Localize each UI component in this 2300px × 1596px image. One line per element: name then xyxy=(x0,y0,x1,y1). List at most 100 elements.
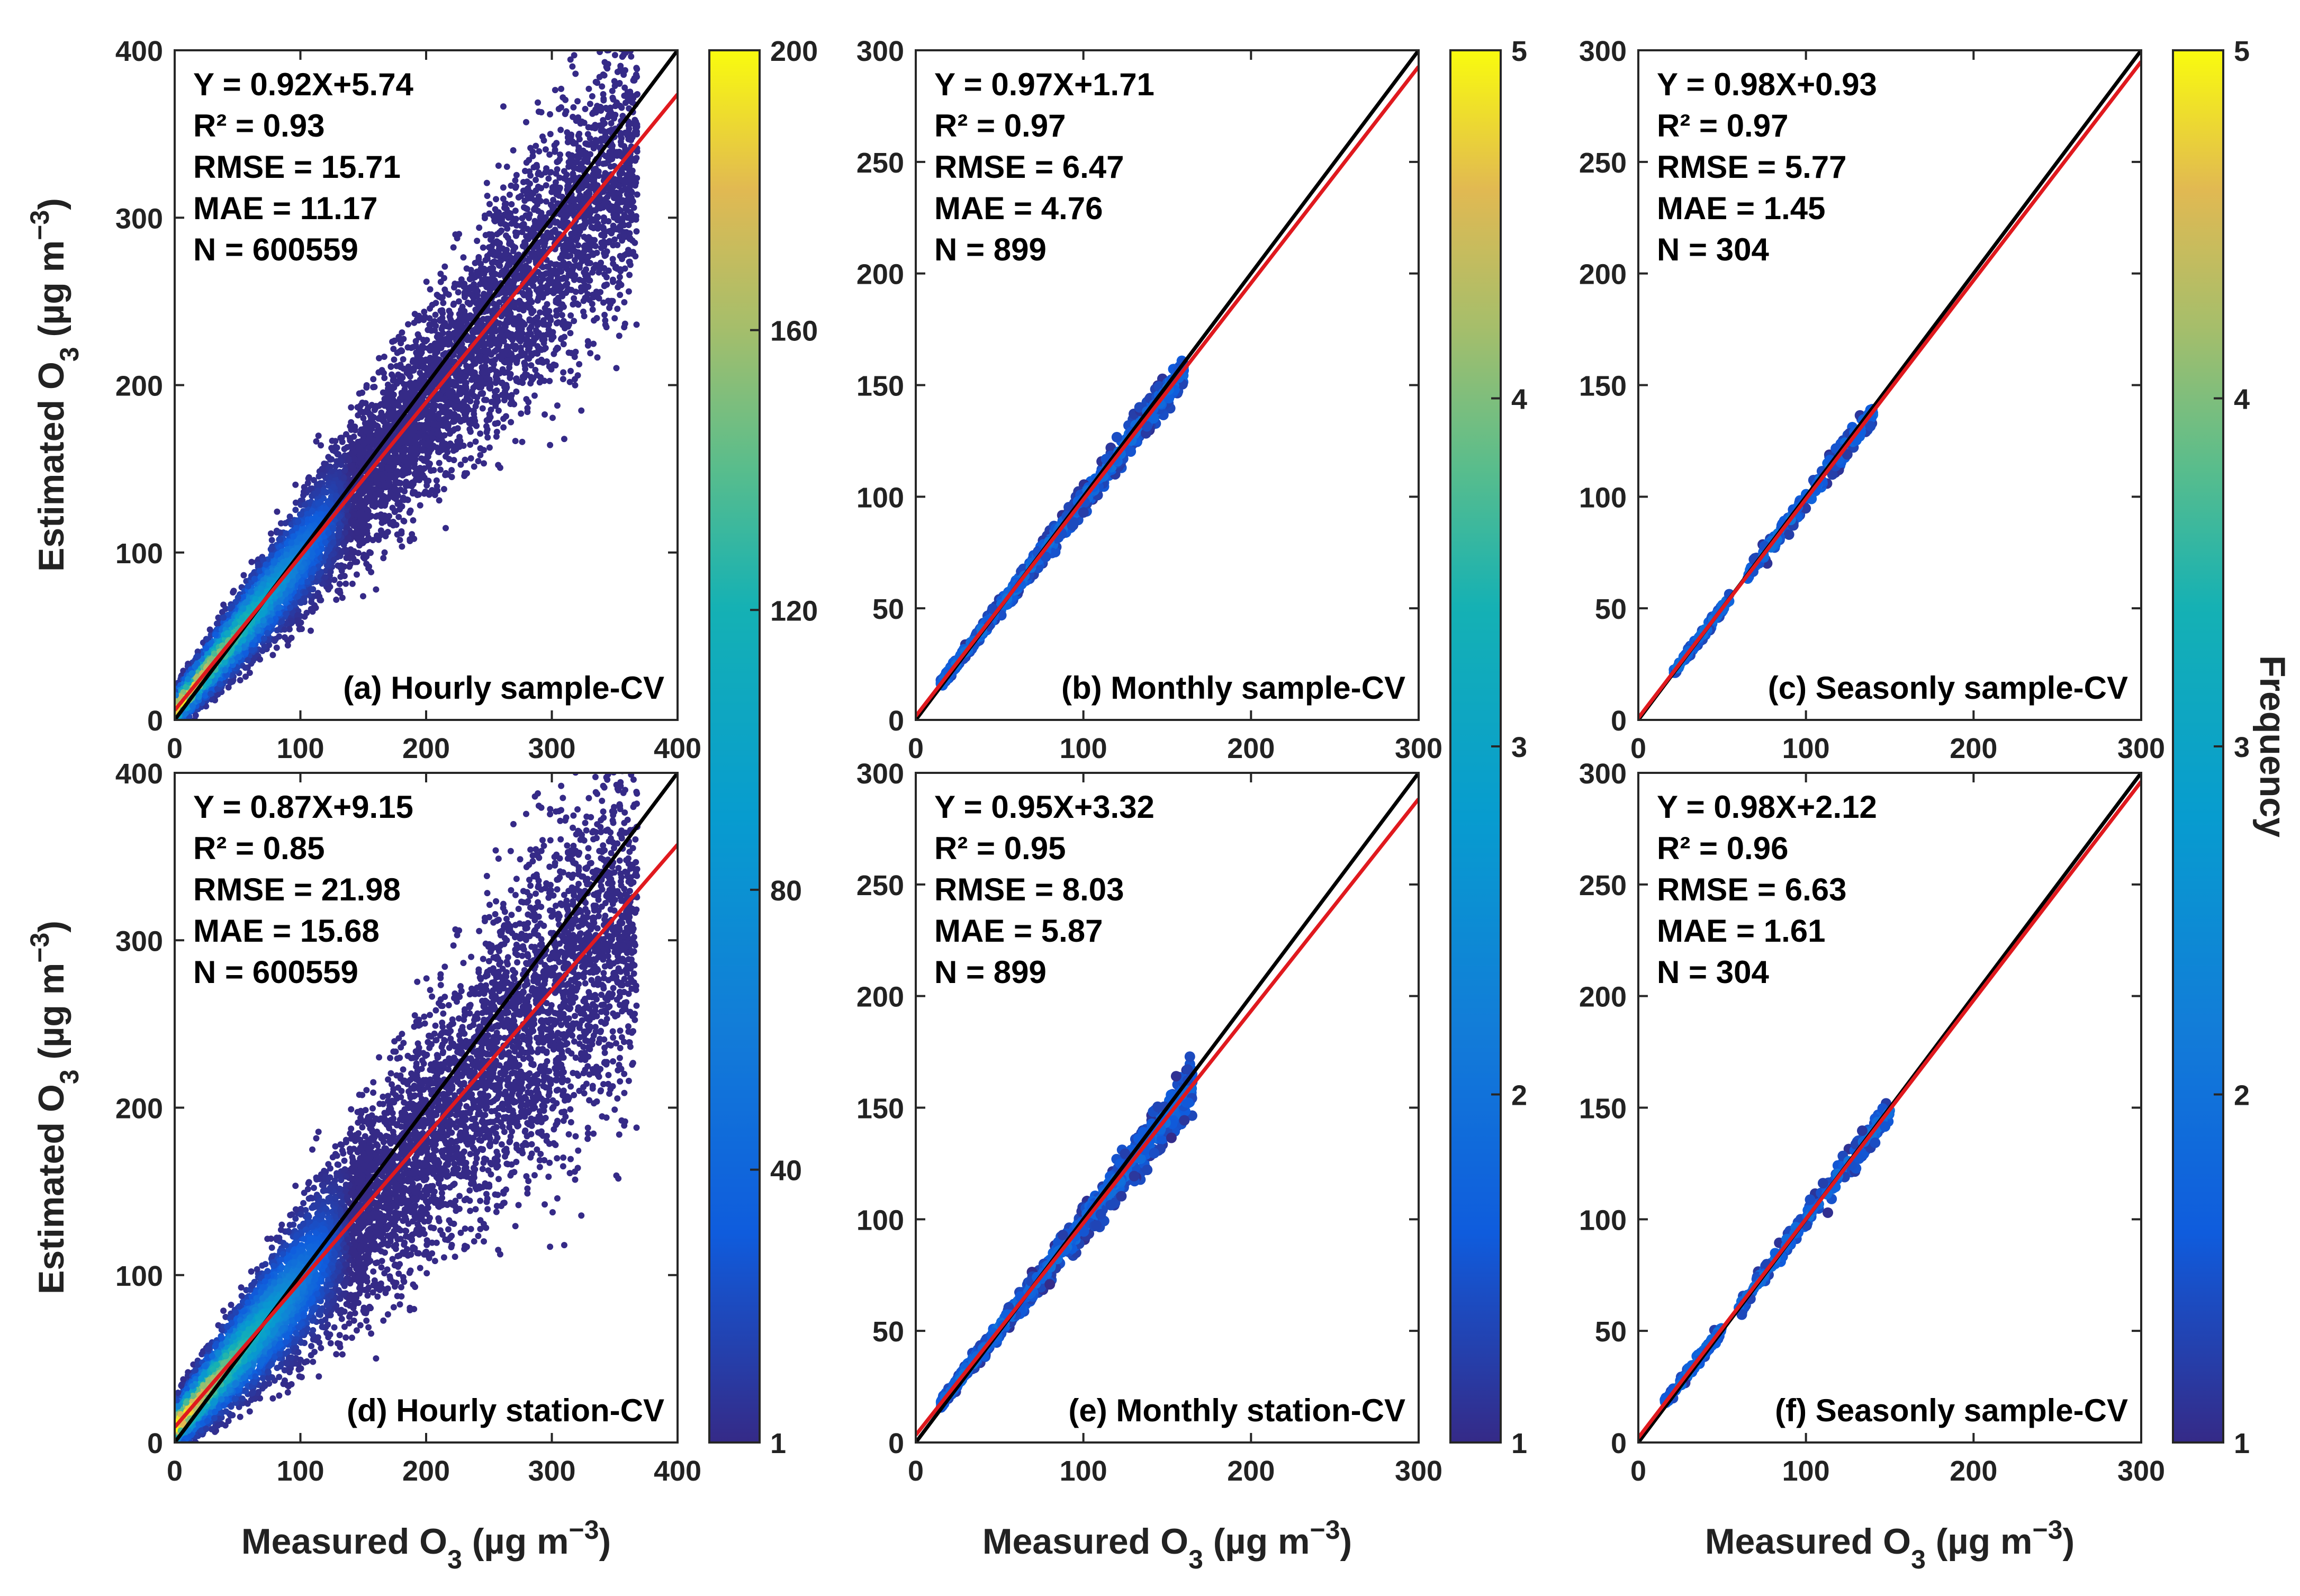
scatter-point xyxy=(535,108,542,115)
scatter-point xyxy=(599,83,606,90)
scatter-point xyxy=(500,424,507,431)
scatter-point xyxy=(522,119,529,125)
scatter-point xyxy=(457,461,464,468)
scatter-point xyxy=(532,366,539,373)
scatter-point xyxy=(357,402,364,409)
scatter-point xyxy=(508,201,515,208)
scatter-point xyxy=(617,31,624,38)
scatter-point xyxy=(567,312,574,319)
scatter-point xyxy=(533,176,539,183)
scatter-point xyxy=(606,304,613,311)
scatter-point xyxy=(634,191,641,198)
scatter-point xyxy=(523,396,530,403)
scatter-point xyxy=(518,348,525,355)
scatter-point xyxy=(625,41,631,48)
scatter-point xyxy=(614,68,621,75)
scatter-point xyxy=(584,338,591,345)
scatter-point xyxy=(472,438,479,445)
scatter-points xyxy=(175,4,678,720)
scatter-point xyxy=(558,268,565,275)
scatter-point xyxy=(411,311,418,318)
scatter-point xyxy=(348,419,355,426)
scatter-point xyxy=(567,56,574,63)
scatter-point xyxy=(381,375,388,382)
scatter-point xyxy=(571,295,578,302)
scatter-point xyxy=(599,36,605,42)
scatter-point xyxy=(571,52,578,59)
scatter-point xyxy=(353,571,360,578)
scatter-point xyxy=(483,429,490,436)
scatter-point xyxy=(342,580,349,587)
scatter-point xyxy=(597,8,603,14)
scatter-point xyxy=(405,321,412,328)
scatter-point xyxy=(583,16,589,22)
scatter-point xyxy=(477,430,484,437)
scatter-point xyxy=(525,346,531,353)
scatter-point xyxy=(513,388,520,395)
scatter-point xyxy=(396,537,403,544)
scatter-point xyxy=(589,306,596,313)
scatter-point xyxy=(614,241,621,248)
scatter-point xyxy=(570,104,577,111)
scatter-point xyxy=(617,62,624,69)
scatter-point xyxy=(336,581,343,588)
scatter-point xyxy=(461,294,468,301)
scatter-point xyxy=(417,502,423,509)
scatter-point xyxy=(539,133,546,140)
scatter-point xyxy=(618,141,625,148)
scatter-point xyxy=(572,70,579,77)
scatter-point xyxy=(519,229,526,236)
scatter-point xyxy=(407,373,413,380)
scatter-point xyxy=(628,53,635,60)
scatter-point xyxy=(547,111,554,118)
scatter-point xyxy=(307,627,314,634)
scatter-point xyxy=(492,206,499,213)
scatter-point xyxy=(621,28,627,34)
scatter-point xyxy=(436,459,443,466)
scatter-point xyxy=(567,367,574,374)
scatter-point xyxy=(551,350,557,357)
scatter-point xyxy=(331,576,338,583)
scatter-point xyxy=(547,131,554,138)
scatter-point xyxy=(268,537,275,544)
scatter-point xyxy=(283,530,290,537)
scatter-point xyxy=(373,586,380,593)
scatter-point xyxy=(585,124,592,131)
scatter-point xyxy=(513,222,520,229)
scatter-point xyxy=(581,313,588,320)
scatter-point xyxy=(483,423,490,430)
scatter-point xyxy=(627,4,634,11)
scatter-point xyxy=(590,340,597,347)
scatter-point xyxy=(441,263,448,270)
scatter-point xyxy=(534,99,541,106)
scatter-point xyxy=(549,414,556,421)
scatter-point xyxy=(437,466,444,473)
scatter-point xyxy=(617,292,624,299)
scatter-point xyxy=(292,507,299,513)
scatter-point xyxy=(493,196,500,203)
scatter-point xyxy=(406,509,413,516)
scatter-point xyxy=(493,387,500,394)
scatter-point xyxy=(467,441,474,448)
scatter-point xyxy=(569,63,576,70)
scatter-point xyxy=(467,455,474,462)
scatter-point xyxy=(611,315,618,322)
scatter-point xyxy=(614,305,621,312)
scatter-point xyxy=(550,196,557,203)
scatter-point xyxy=(480,244,486,251)
scatter-point xyxy=(440,486,447,493)
scatter-point xyxy=(274,627,281,634)
scatter-point xyxy=(339,594,346,601)
scatter-point xyxy=(479,405,486,412)
scatter-point xyxy=(545,175,552,182)
scatter-point xyxy=(621,299,628,305)
scatter-point xyxy=(519,438,526,445)
scatter-point xyxy=(528,362,535,369)
scatter-point xyxy=(574,235,581,241)
scatter-point xyxy=(526,257,533,264)
scatter-point xyxy=(536,148,543,155)
scatter-point xyxy=(621,324,628,331)
scatter-point xyxy=(633,321,640,328)
